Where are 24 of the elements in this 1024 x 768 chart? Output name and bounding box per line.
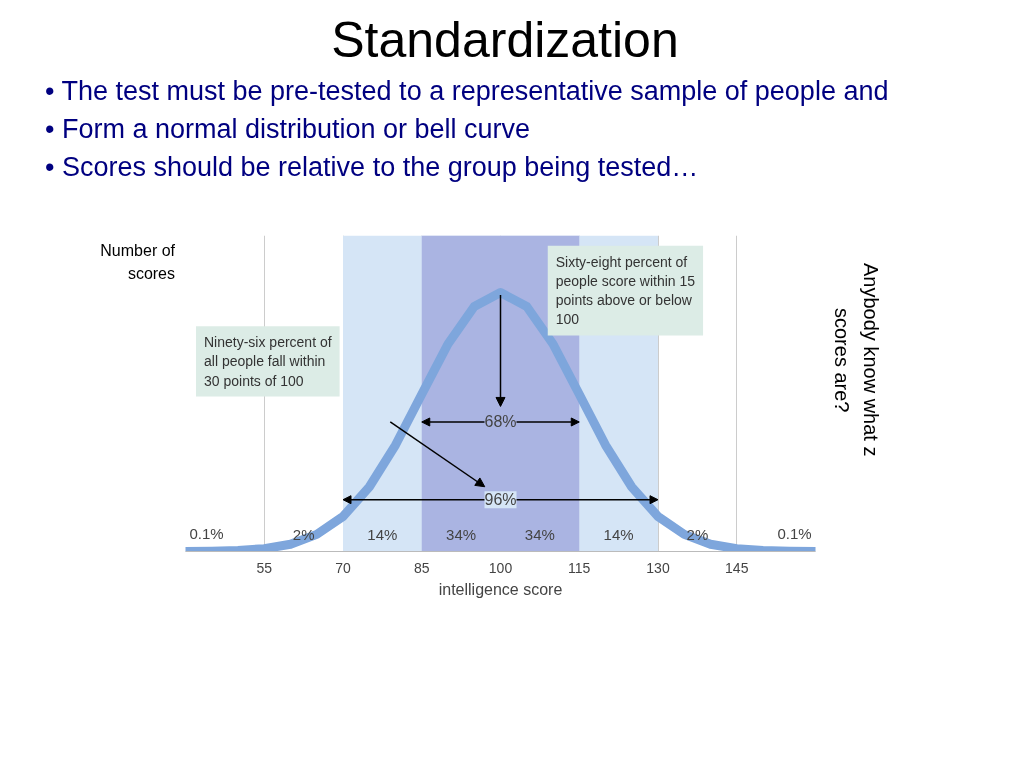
x-tick-label: 70 xyxy=(335,559,351,576)
annotation: 34% xyxy=(446,526,477,544)
chart-title: Standardization xyxy=(331,11,679,70)
annotation: 34% xyxy=(524,526,555,544)
band-label: 96% xyxy=(484,491,517,509)
x-axis-title: intelligence score xyxy=(438,580,563,598)
annotation: 0.1% xyxy=(777,524,812,542)
text: • Scores should be relative to the group being tested… xyxy=(45,150,700,184)
x-tick-label: 100 xyxy=(488,559,513,576)
text: • The test must be pre-tested to a representative sample of people and xyxy=(45,75,889,108)
text: Anybody know what z scores are? xyxy=(830,262,883,459)
annotation: Ninety-six percent of all people fall within 30 points of 100 xyxy=(204,334,332,389)
annotation: 14% xyxy=(367,526,398,544)
band-label: 68% xyxy=(484,413,517,431)
y-axis-title: Number of scores xyxy=(99,241,175,284)
x-tick-label: 130 xyxy=(646,559,670,576)
x-tick-label: 85 xyxy=(413,559,430,576)
x-tick-label: 145 xyxy=(725,559,749,576)
annotation: Sixty-eight percent of people score within 15 points above or below 100 xyxy=(555,253,696,328)
annotation: 0.1% xyxy=(189,524,224,542)
annotation: 14% xyxy=(603,526,634,544)
x-tick-label: 55 xyxy=(256,559,273,576)
x-tick-label: 115 xyxy=(568,559,591,576)
text: • Form a normal distribution or bell curve xyxy=(45,112,532,146)
